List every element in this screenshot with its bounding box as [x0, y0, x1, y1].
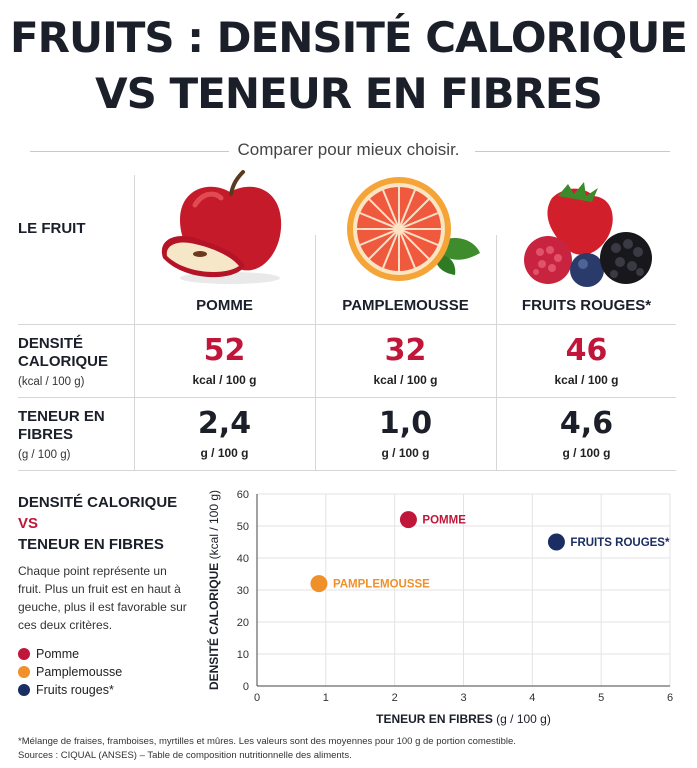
column-header-fruits-rouges: FRUITS ROUGES* [521, 297, 652, 314]
column-header-pamplemousse: PAMPLEMOUSSE [342, 297, 469, 314]
data-point-label: POMME [422, 515, 466, 527]
fibres-value-pamplemousse: 1,0 [378, 406, 433, 441]
y-tick-label: 60 [237, 489, 249, 501]
legend-item-fruits-rouges: Fruits rouges* [18, 681, 122, 699]
subtitle: Comparer pour mieux choisir. [229, 140, 468, 159]
chart-side-heading: DENSITÉ CALORIQUE VS TENEUR EN FIBRES [18, 494, 178, 553]
chart-legend: Pomme Pamplemousse Fruits rouges* [18, 645, 122, 699]
y-axis-label: DENSITÉ CALORIQUE (kcal / 100 g) [206, 490, 221, 690]
fibres-unit-pamplemousse: g / 100 g [381, 446, 430, 460]
calories-value-pomme: 52 [203, 333, 246, 368]
column-header-pomme: POMME [196, 297, 253, 314]
row-label-calories: DENSITÉ CALORIQUE (kcal / 100 g) [18, 335, 108, 388]
data-point [399, 511, 417, 529]
y-tick-label: 30 [237, 585, 249, 597]
apple-image [161, 170, 282, 284]
x-tick-label: 4 [529, 692, 535, 704]
y-tick-label: 50 [237, 521, 249, 533]
table-divider [134, 175, 135, 470]
berries-image [524, 182, 652, 287]
data-point-label: PAMPLEMOUSSE [333, 579, 430, 591]
table-divider [18, 397, 676, 398]
fibres-value-pomme: 2,4 [197, 406, 252, 441]
y-tick-label: 20 [237, 617, 249, 629]
x-tick-label: 3 [460, 692, 466, 704]
x-tick-label: 6 [667, 692, 673, 704]
table-divider [496, 235, 497, 470]
x-tick-label: 5 [598, 692, 604, 704]
fibres-value-fruits-rouges: 4,6 [559, 406, 614, 441]
table-divider [18, 470, 676, 471]
legend-item-pamplemousse: Pamplemousse [18, 663, 122, 681]
table-divider [18, 324, 676, 325]
x-tick-label: 0 [254, 692, 260, 704]
x-tick-label: 2 [392, 692, 398, 704]
subtitle-rule-left [30, 151, 235, 152]
page-title-line1: FRUITS : DENSITÉ CALORIQUE [9, 13, 688, 62]
footnote: *Mélange de fraises, framboises, myrtill… [18, 736, 516, 761]
legend-item-pomme: Pomme [18, 645, 122, 663]
fibres-unit-pomme: g / 100 g [200, 446, 249, 460]
chart-explanation: Chaque point représente un fruit. Plus u… [18, 564, 187, 632]
x-axis-label: TENEUR EN FIBRES (g / 100 g) [376, 712, 551, 726]
calories-unit-fruits-rouges: kcal / 100 g [554, 373, 619, 387]
table-header-label: LE FRUIT [18, 220, 86, 237]
grapefruit-image [347, 177, 480, 281]
page-title-line2: VS TENEUR EN FIBRES [95, 69, 603, 118]
y-tick-label: 0 [243, 681, 249, 693]
row-label-fibres: TENEUR EN FIBRES (g / 100 g) [18, 408, 105, 461]
y-tick-label: 10 [237, 649, 249, 661]
calories-value-pamplemousse: 32 [384, 333, 427, 368]
data-point [310, 575, 328, 593]
y-tick-label: 40 [237, 553, 249, 565]
subtitle-row: Comparer pour mieux choisir. [0, 140, 697, 162]
data-point [547, 533, 565, 551]
calories-unit-pamplemousse: kcal / 100 g [373, 373, 438, 387]
table-divider [315, 235, 316, 470]
subtitle-rule-right [475, 151, 670, 152]
fibres-unit-fruits-rouges: g / 100 g [562, 446, 611, 460]
calories-unit-pomme: kcal / 100 g [192, 373, 257, 387]
x-tick-label: 1 [323, 692, 329, 704]
calories-value-fruits-rouges: 46 [565, 333, 608, 368]
data-point-label: FRUITS ROUGES* [570, 537, 670, 549]
